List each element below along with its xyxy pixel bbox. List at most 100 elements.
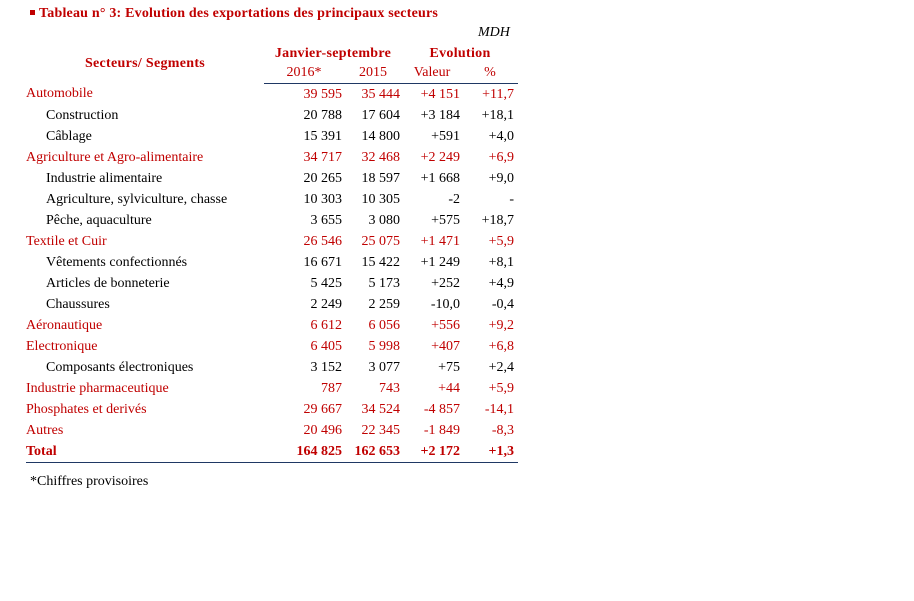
table-row-sylviculture: Agriculture, sylviculture, chasse 10 303…: [26, 189, 518, 210]
table-title-text: Tableau n° 3: Evolution des exportations…: [39, 6, 439, 21]
cell-2016: 20 265: [303, 170, 343, 186]
cell-pct: +9,0: [488, 170, 515, 186]
cell-2016: 34 717: [303, 149, 343, 165]
total-pct: +1,3: [462, 441, 519, 463]
row-label: Autres: [26, 422, 64, 438]
row-label: Agriculture et Agro-alimentaire: [26, 149, 204, 165]
cell-2015: 32 468: [361, 149, 401, 165]
table-title: Tableau n° 3: Evolution des exportations…: [30, 6, 438, 22]
cell-valeur: +591: [431, 128, 461, 144]
cell-valeur: +1 668: [420, 170, 461, 186]
table-row-electronique: Electronique 6 405 5 998 +407 +6,8: [26, 336, 518, 357]
cell-2016: 6 405: [310, 338, 343, 354]
cell-2015: 5 173: [368, 275, 401, 291]
cell-pct: +8,1: [488, 254, 515, 270]
cell-2016: 16 671: [303, 254, 343, 270]
cell-2015: 10 305: [361, 191, 401, 207]
cell-2016: 787: [321, 380, 342, 396]
cell-valeur: -4 857: [423, 401, 461, 417]
table-row-vetements: Vêtements confectionnés 16 671 15 422 +1…: [26, 252, 518, 273]
header-2016: 2016*: [264, 63, 344, 84]
cell-valeur: +407: [431, 338, 461, 354]
cell-2016: 2 249: [310, 296, 343, 312]
cell-pct: +9,2: [488, 317, 515, 333]
row-label: Articles de bonneterie: [46, 275, 170, 291]
row-label: Agriculture, sylviculture, chasse: [46, 191, 228, 207]
cell-2015: 743: [379, 380, 401, 396]
unit-label: MDH: [478, 25, 510, 40]
row-label: Câblage: [46, 128, 92, 144]
row-label: Industrie alimentaire: [46, 170, 163, 186]
row-label: Composants électroniques: [46, 359, 194, 375]
row-label: Chaussures: [46, 296, 110, 312]
row-label: Aéronautique: [26, 317, 103, 333]
header-sectors: Secteurs/ Segments: [84, 55, 206, 71]
cell-valeur: +1 471: [420, 233, 461, 249]
header-valeur: Valeur: [402, 63, 463, 84]
cell-valeur: +3 184: [420, 107, 461, 123]
header-evolution: Evolution: [429, 45, 491, 61]
table-row-agriculture: Agriculture et Agro-alimentaire 34 717 3…: [26, 147, 518, 168]
table-row-composants: Composants électroniques 3 152 3 077 +75…: [26, 357, 518, 378]
row-label: Automobile: [26, 86, 93, 102]
table-row-automobile: Automobile 39 595 35 444 +4 151 +11,7: [26, 84, 518, 106]
cell-pct: +18,7: [481, 212, 515, 228]
cell-valeur: +556: [431, 317, 461, 333]
row-label: Construction: [46, 107, 119, 123]
cell-pct: +5,9: [488, 233, 515, 249]
cell-valeur: +252: [431, 275, 461, 291]
cell-2015: 2 259: [368, 296, 401, 312]
cell-2016: 20 496: [303, 422, 343, 438]
cell-2015: 35 444: [361, 86, 401, 102]
row-label: Industrie pharmaceutique: [26, 380, 169, 396]
cell-2016: 20 788: [303, 107, 343, 123]
header-pct: %: [462, 63, 519, 84]
cell-2016: 10 303: [303, 191, 343, 207]
cell-valeur: +4 151: [420, 86, 461, 102]
table-row-cablage: Câblage 15 391 14 800 +591 +4,0: [26, 126, 518, 147]
cell-valeur: +75: [438, 359, 461, 375]
row-label: Phosphates et derivés: [26, 401, 147, 417]
cell-pct: +2,4: [488, 359, 515, 375]
cell-pct: +4,9: [488, 275, 515, 291]
row-label: Electronique: [26, 338, 98, 354]
table-row-construction: Construction 20 788 17 604 +3 184 +18,1: [26, 105, 518, 126]
bullet-icon: [30, 10, 35, 16]
cell-valeur: +1 249: [420, 254, 461, 270]
table-row-bonneterie: Articles de bonneterie 5 425 5 173 +252 …: [26, 273, 518, 294]
cell-pct: +18,1: [481, 107, 515, 123]
exports-table: Secteurs/ Segments Janvier-septembre Evo…: [26, 44, 519, 463]
cell-pct: -0,4: [491, 296, 515, 312]
total-valeur: +2 172: [402, 441, 463, 463]
row-label: Pêche, aquaculture: [46, 212, 152, 228]
header-period: Janvier-septembre: [274, 45, 392, 61]
table-row-aeronautique: Aéronautique 6 612 6 056 +556 +9,2: [26, 315, 518, 336]
cell-2016: 26 546: [303, 233, 343, 249]
cell-valeur: +44: [438, 380, 461, 396]
table-row-total: Total 164 825 162 653 +2 172 +1,3: [26, 441, 519, 463]
cell-pct: +11,7: [482, 86, 515, 102]
cell-pct: -8,3: [491, 422, 515, 438]
cell-2016: 6 612: [310, 317, 343, 333]
table-row-pharmaceutique: Industrie pharmaceutique 787 743 +44 +5,…: [26, 378, 518, 399]
cell-2015: 3 077: [368, 359, 401, 375]
cell-valeur: -2: [448, 191, 461, 207]
cell-2016: 5 425: [310, 275, 343, 291]
table-row-industrie-alimentaire: Industrie alimentaire 20 265 18 597 +1 6…: [26, 168, 518, 189]
total-2015: 162 653: [344, 441, 403, 463]
cell-2016: 29 667: [303, 401, 343, 417]
cell-valeur: +575: [431, 212, 461, 228]
cell-valeur: -1 849: [423, 422, 461, 438]
cell-pct: +6,9: [488, 149, 515, 165]
footnote: *Chiffres provisoires: [30, 474, 149, 489]
cell-2015: 17 604: [361, 107, 401, 123]
table-body: Automobile 39 595 35 444 +4 151 +11,7 Co…: [26, 84, 519, 463]
cell-2015: 18 597: [361, 170, 401, 186]
cell-2015: 34 524: [361, 401, 401, 417]
table-row-phosphates: Phosphates et derivés 29 667 34 524 -4 8…: [26, 399, 518, 420]
cell-pct: -14,1: [484, 401, 515, 417]
cell-2016: 15 391: [303, 128, 343, 144]
cell-pct: -: [509, 191, 515, 207]
cell-pct: +4,0: [488, 128, 515, 144]
cell-2016: 3 152: [310, 359, 343, 375]
